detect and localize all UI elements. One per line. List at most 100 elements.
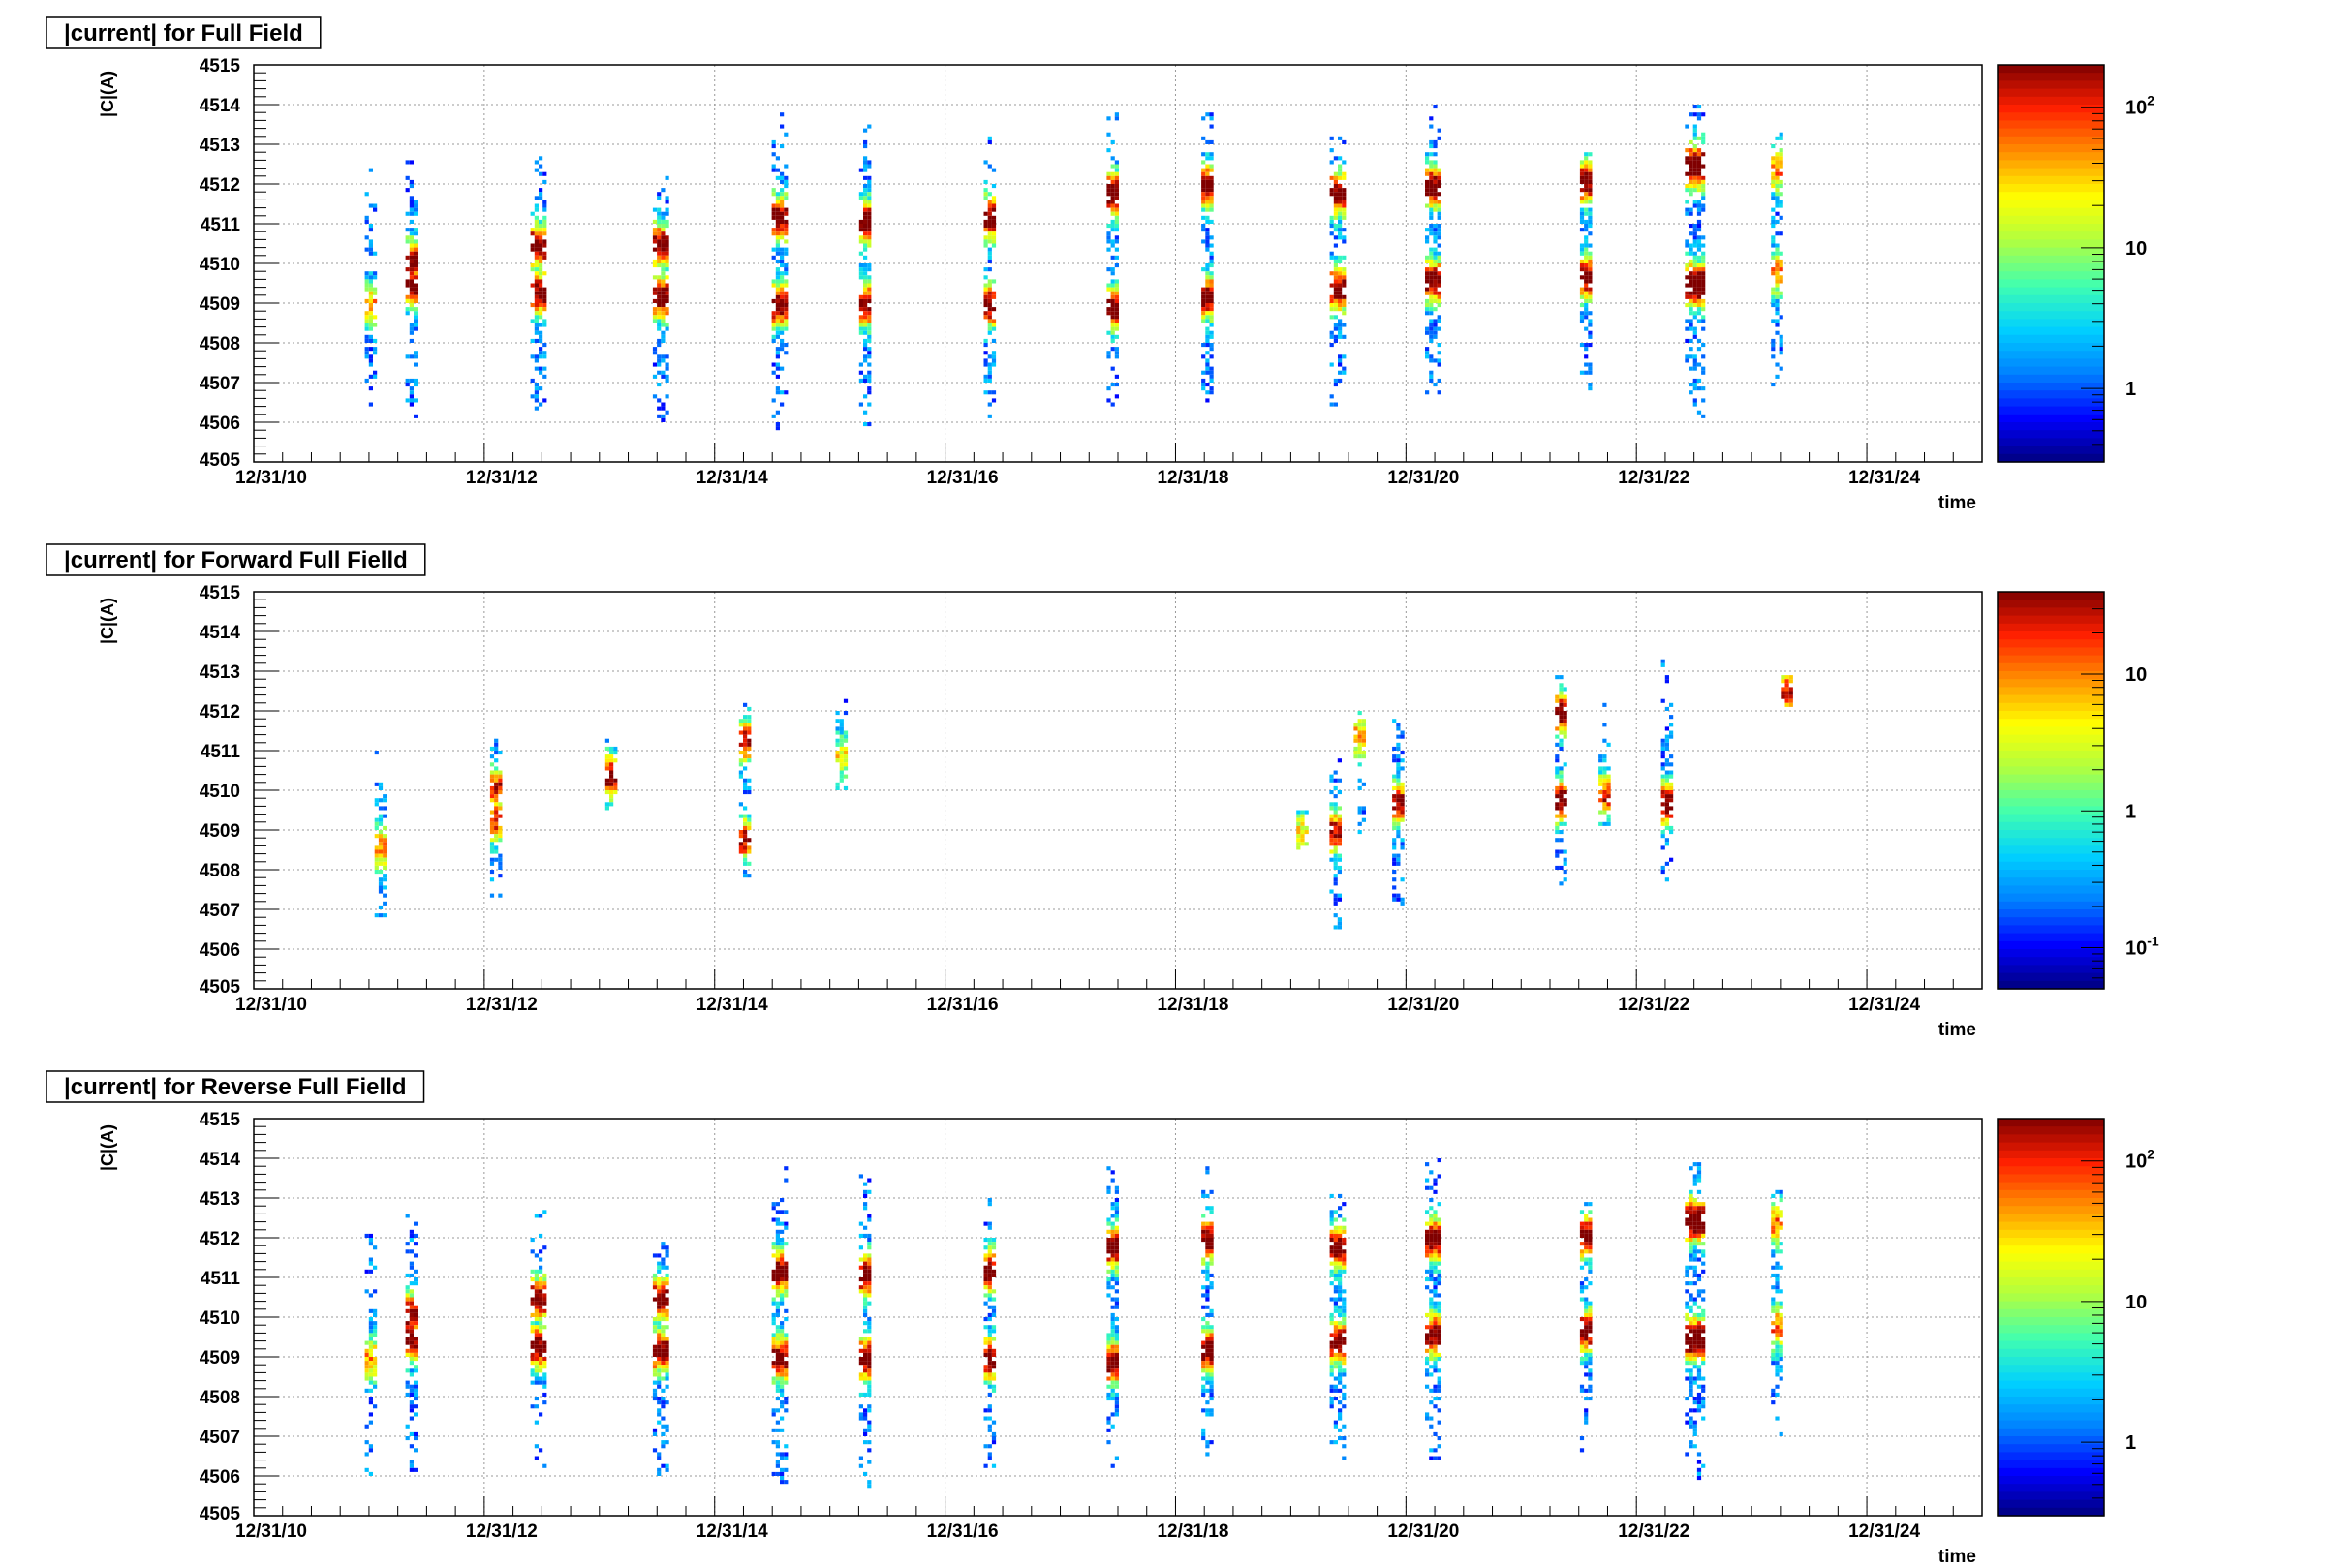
heatmap-cell [414,284,418,288]
heatmap-cell [1210,1262,1214,1266]
colorbar-swatch [1998,89,2104,98]
heatmap-cell [535,160,539,164]
heatmap-cell [1690,1206,1693,1210]
heatmap-cell [1669,798,1673,802]
heatmap-cell [1588,196,1592,200]
heatmap-cell [1115,188,1119,192]
heatmap-cell [780,1452,784,1456]
heatmap-cell [535,303,539,307]
heatmap-cell [1584,212,1588,216]
heatmap-cell [867,335,871,339]
heatmap-cell [1607,818,1611,822]
heatmap-cell [410,1274,414,1277]
heatmap-cell [1342,1325,1346,1329]
heatmap-cell [609,779,613,783]
heatmap-cell [410,339,414,343]
heatmap-cell [1602,806,1606,810]
heatmap-cell [1338,1389,1342,1393]
heatmap-cell [494,815,498,818]
heatmap-cell [867,176,871,180]
heatmap-cell [1559,715,1563,719]
heatmap-cell [1330,1345,1334,1349]
heatmap-cell [661,224,665,228]
heatmap-cell [1429,354,1433,358]
heatmap-cell [542,398,546,402]
heatmap-cell [661,319,665,323]
heatmap-cell [1690,212,1693,216]
heatmap-cell [863,394,867,398]
heatmap-cell [1693,156,1697,160]
heatmap-cell [780,1262,784,1266]
heatmap-cell [1111,307,1115,311]
heatmap-cell [1425,327,1429,331]
heatmap-cell [988,220,992,224]
heatmap-cell [1210,1274,1214,1277]
heatmap-cell [1771,1253,1775,1257]
heatmap-cell [414,1325,418,1329]
heatmap-cell [1559,675,1563,679]
heatmap-cell [1425,1337,1429,1341]
colorbar-swatch [1998,383,2104,391]
heatmap-cell [1602,811,1606,815]
heatmap-cell [1685,303,1689,307]
heatmap-cell [772,323,776,327]
heatmap-cell [666,267,669,271]
heatmap-cell [739,775,743,779]
heatmap-cell [666,248,669,252]
heatmap-cell [1111,1337,1115,1341]
heatmap-cell [772,327,776,331]
heatmap-cell [739,850,743,854]
heatmap-cell [490,870,494,874]
heatmap-cell [776,1444,780,1448]
heatmap-cell [1338,1353,1342,1357]
heatmap-cell [666,1353,669,1357]
heatmap-cell [1334,228,1338,231]
heatmap-cell [772,1302,776,1306]
heatmap-cell [1580,315,1584,319]
heatmap-cell [1697,1397,1701,1400]
heatmap-cell [1433,1325,1437,1329]
heatmap-cell [1693,295,1697,299]
heatmap-cell [661,295,665,299]
heatmap-cell [1588,1385,1592,1389]
y-tick-label: 4507 [200,1428,240,1448]
heatmap-cell [1661,739,1665,743]
heatmap-cell [609,758,613,762]
heatmap-cell [1584,1298,1588,1302]
heatmap-cell [410,1393,414,1397]
heatmap-cell [1429,1214,1433,1217]
heatmap-cell [1433,1249,1437,1253]
heatmap-cell [498,834,502,838]
heatmap-cell [1438,1258,1442,1262]
heatmap-cell [369,403,373,407]
heatmap-cell [1358,731,1362,735]
heatmap-cell [657,1293,661,1297]
heatmap-cell [784,184,788,188]
heatmap-cell [531,1353,535,1357]
heatmap-cell [1425,307,1429,311]
heatmap-cell [1210,1222,1214,1226]
heatmap-cell [1111,220,1115,224]
heatmap-cell [609,798,613,802]
heatmap-cell [1693,224,1697,228]
heatmap-cell [1106,288,1110,292]
heatmap-cell [653,363,657,367]
heatmap-cell [1429,212,1433,216]
heatmap-cell [414,1365,418,1368]
heatmap-cell [1555,822,1559,826]
heatmap-cell [535,252,539,256]
heatmap-cell [379,786,383,790]
heatmap-cell [1701,165,1705,169]
heatmap-cell [494,786,498,790]
heatmap-cell [1106,1385,1110,1389]
heatmap-cell [867,1321,871,1325]
heatmap-cell [844,747,848,751]
heatmap-cell [1205,335,1209,339]
heatmap-cell [1693,1333,1697,1337]
heatmap-cell [984,1353,988,1357]
heatmap-cell [1205,1361,1209,1365]
heatmap-cell [535,311,539,315]
heatmap-cell [406,284,410,288]
heatmap-cell [1115,1298,1119,1302]
heatmap-cell [780,1285,784,1289]
